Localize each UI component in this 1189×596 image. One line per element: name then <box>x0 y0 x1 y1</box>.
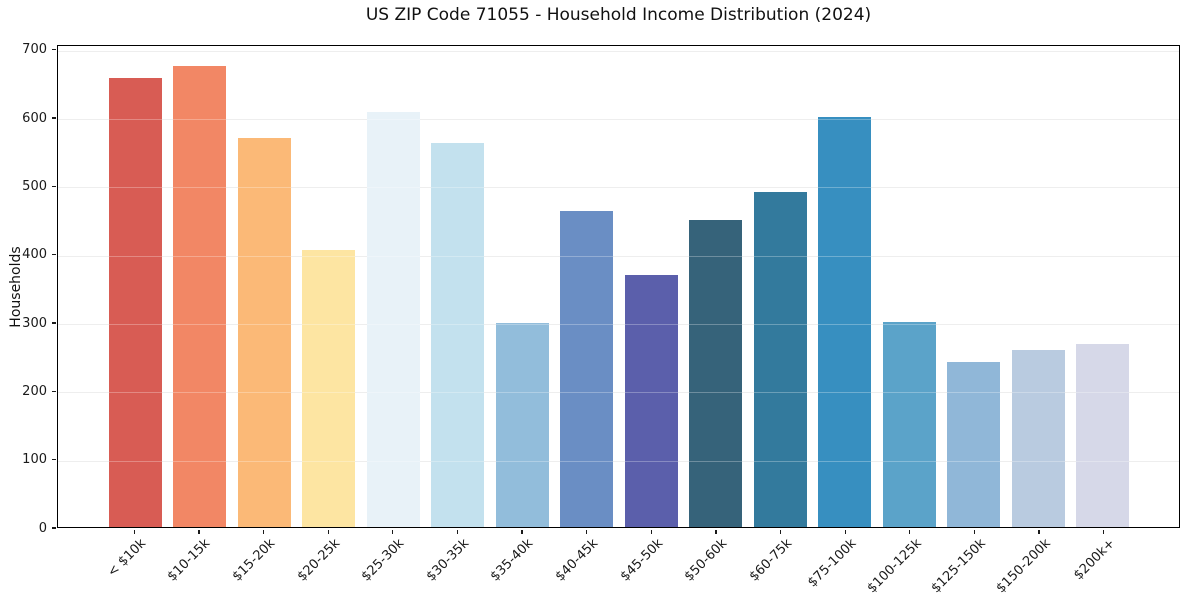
bar-slot <box>877 46 942 527</box>
bar-$100-125k <box>882 322 936 527</box>
bar-$75-100k <box>818 117 872 527</box>
x-tick-mark-14 <box>1038 529 1040 534</box>
x-tick-mark-4 <box>392 529 394 534</box>
x-tick-mark-12 <box>909 529 911 534</box>
bar-slot <box>297 46 362 527</box>
x-tick-label-text: $45-50k <box>617 536 666 585</box>
bar-slot <box>1071 46 1136 527</box>
y-tick-label-600: 600 <box>22 110 47 126</box>
x-tick-label-text: $150-200k <box>993 536 1054 596</box>
bar-slot <box>168 46 233 527</box>
bars-container <box>58 46 1179 527</box>
x-tick-label-text: $200k+ <box>1071 536 1119 584</box>
x-tick-mark-1 <box>198 529 200 534</box>
x-tick-label-text: < $10k <box>104 536 149 581</box>
x-tick-label-text: $100-125k <box>864 536 925 596</box>
y-tick-label-0: 0 <box>38 520 47 536</box>
bar-$50-60k <box>689 219 743 527</box>
bar-$25-30k <box>366 112 420 527</box>
bar-slot <box>232 46 297 527</box>
bar-$40-45k <box>560 210 614 527</box>
x-tick-label-text: $25-30k <box>358 536 408 585</box>
y-tick-mark-700 <box>52 49 56 51</box>
x-tick-mark-10 <box>779 529 782 534</box>
x-tick-mark-7 <box>586 529 588 534</box>
bar-slot <box>619 46 684 527</box>
x-tick-label-text: $50-60k <box>682 536 731 585</box>
x-tick-label-text: $15-20k <box>229 536 279 585</box>
bar-slot <box>426 46 491 527</box>
x-tick-label-text: $10-15k <box>165 536 214 585</box>
bar-$125-150k <box>947 362 1001 527</box>
y-tick-mark-0 <box>52 527 56 529</box>
y-tick-label-500: 500 <box>22 178 47 194</box>
bar-slot <box>748 46 813 527</box>
bar-slot <box>103 46 168 527</box>
y-tick-label-300: 300 <box>22 315 47 331</box>
y-tick-mark-500 <box>52 185 56 187</box>
x-tick-label-text: $75-100k <box>805 536 860 591</box>
y-tick-label-100: 100 <box>22 452 47 468</box>
bar-slot <box>490 46 555 527</box>
x-tick-mark-8 <box>650 529 652 534</box>
bar-$10-15k <box>173 66 227 527</box>
x-tick-label-text: $35-40k <box>488 536 537 585</box>
y-tick-label-400: 400 <box>22 247 47 263</box>
bar-$20-25k <box>302 250 356 527</box>
bar-$60-75k <box>753 191 807 527</box>
y-tick-mark-200 <box>52 390 56 392</box>
x-tick-label-text: $20-25k <box>294 536 343 585</box>
bar-$45-50k <box>624 274 678 527</box>
bar-slot <box>361 46 426 527</box>
y-tick-label-200: 200 <box>22 383 47 399</box>
bar-$15-20k <box>237 138 291 527</box>
x-tick-mark-9 <box>715 529 717 534</box>
y-tick-label-700: 700 <box>22 42 47 58</box>
bar-slot <box>1006 46 1071 527</box>
y-tick-mark-300 <box>52 322 56 324</box>
bar-slot <box>555 46 620 527</box>
x-tick-label-text: $125-150k <box>928 536 990 596</box>
bar-slot <box>813 46 878 527</box>
bar-$30-35k <box>431 143 485 527</box>
x-tick-mark-13 <box>973 529 976 534</box>
bar-slot <box>684 46 749 527</box>
plot-area <box>57 45 1180 528</box>
bar-$150-200k <box>1011 350 1065 527</box>
x-tick-mark-6 <box>521 529 523 534</box>
bar-$200k+ <box>1076 343 1130 527</box>
y-tick-mark-400 <box>52 254 56 256</box>
x-tick-label-text: $30-35k <box>423 536 473 585</box>
y-tick-mark-100 <box>52 459 56 461</box>
x-tick-mark-3 <box>327 529 329 534</box>
y-tick-mark-600 <box>52 117 56 119</box>
bar-slot <box>942 46 1007 527</box>
x-tick-mark-2 <box>262 529 265 534</box>
chart-title: US ZIP Code 71055 - Household Income Dis… <box>365 5 872 25</box>
x-tick-label-text: $40-45k <box>552 536 602 585</box>
x-tick-label-text: $60-75k <box>746 536 796 585</box>
x-tick-mark-5 <box>456 529 459 534</box>
x-tick-mark-15 <box>1103 529 1105 534</box>
x-tick-mark-0 <box>133 529 135 534</box>
x-tick-mark-11 <box>844 529 846 534</box>
bar-< $10k <box>108 78 162 527</box>
bar-$35-40k <box>495 322 549 527</box>
